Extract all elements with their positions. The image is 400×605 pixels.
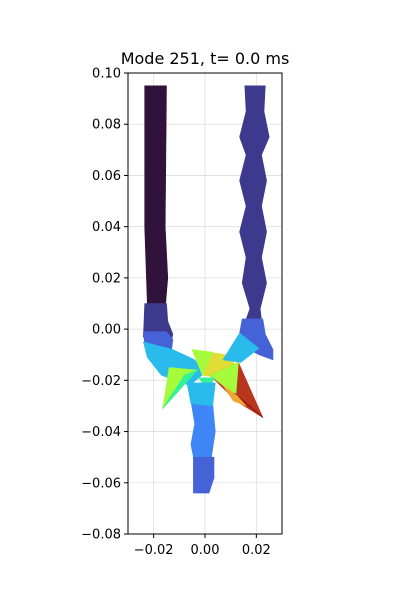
- chart-title: Mode 251, t= 0.0 ms: [121, 49, 290, 68]
- y-tick-label-8: 0.08: [92, 118, 121, 133]
- mesh-region-junction-top-fan-shade: [191, 349, 213, 376]
- y-tick-label-6: 0.04: [92, 220, 121, 235]
- mesh-region-junction-right-arm: [222, 332, 260, 363]
- x-tick-label-2: 0.02: [242, 543, 271, 558]
- y-tick-label-1: −0.06: [81, 476, 121, 491]
- y-tick-label-5: 0.02: [92, 271, 121, 286]
- mesh-region-right-tube: [239, 85, 270, 335]
- mesh-region-junction-core: [186, 382, 216, 407]
- y-tick-label-4: 0.00: [92, 323, 121, 338]
- y-tick-label-7: 0.06: [92, 169, 121, 184]
- y-tick-label-3: −0.02: [81, 374, 121, 389]
- mesh-region-junction-right-spike-mid: [234, 392, 264, 418]
- mesh-region-left-tube: [143, 85, 169, 340]
- y-tick-label-2: −0.04: [81, 425, 121, 440]
- y-axis: −0.08 −0.06 −0.04 −0.02 0.00 0.02 0.04 0.06 0.08…: [81, 67, 128, 543]
- y-tick-label-0: −0.08: [81, 528, 121, 543]
- mesh-region-junction-right-spike-warm: [222, 385, 247, 407]
- mesh-region-stem-lower: [193, 456, 215, 494]
- x-axis: −0.02 0.00 0.02: [134, 534, 271, 558]
- x-tick-label-1: 0.00: [191, 543, 220, 558]
- x-tick-label-0: −0.02: [134, 543, 174, 558]
- mesh-regions: [143, 85, 274, 494]
- y-tick-label-9: 0.10: [92, 67, 121, 82]
- mesh-region-junction-left-spike-shade: [162, 369, 198, 409]
